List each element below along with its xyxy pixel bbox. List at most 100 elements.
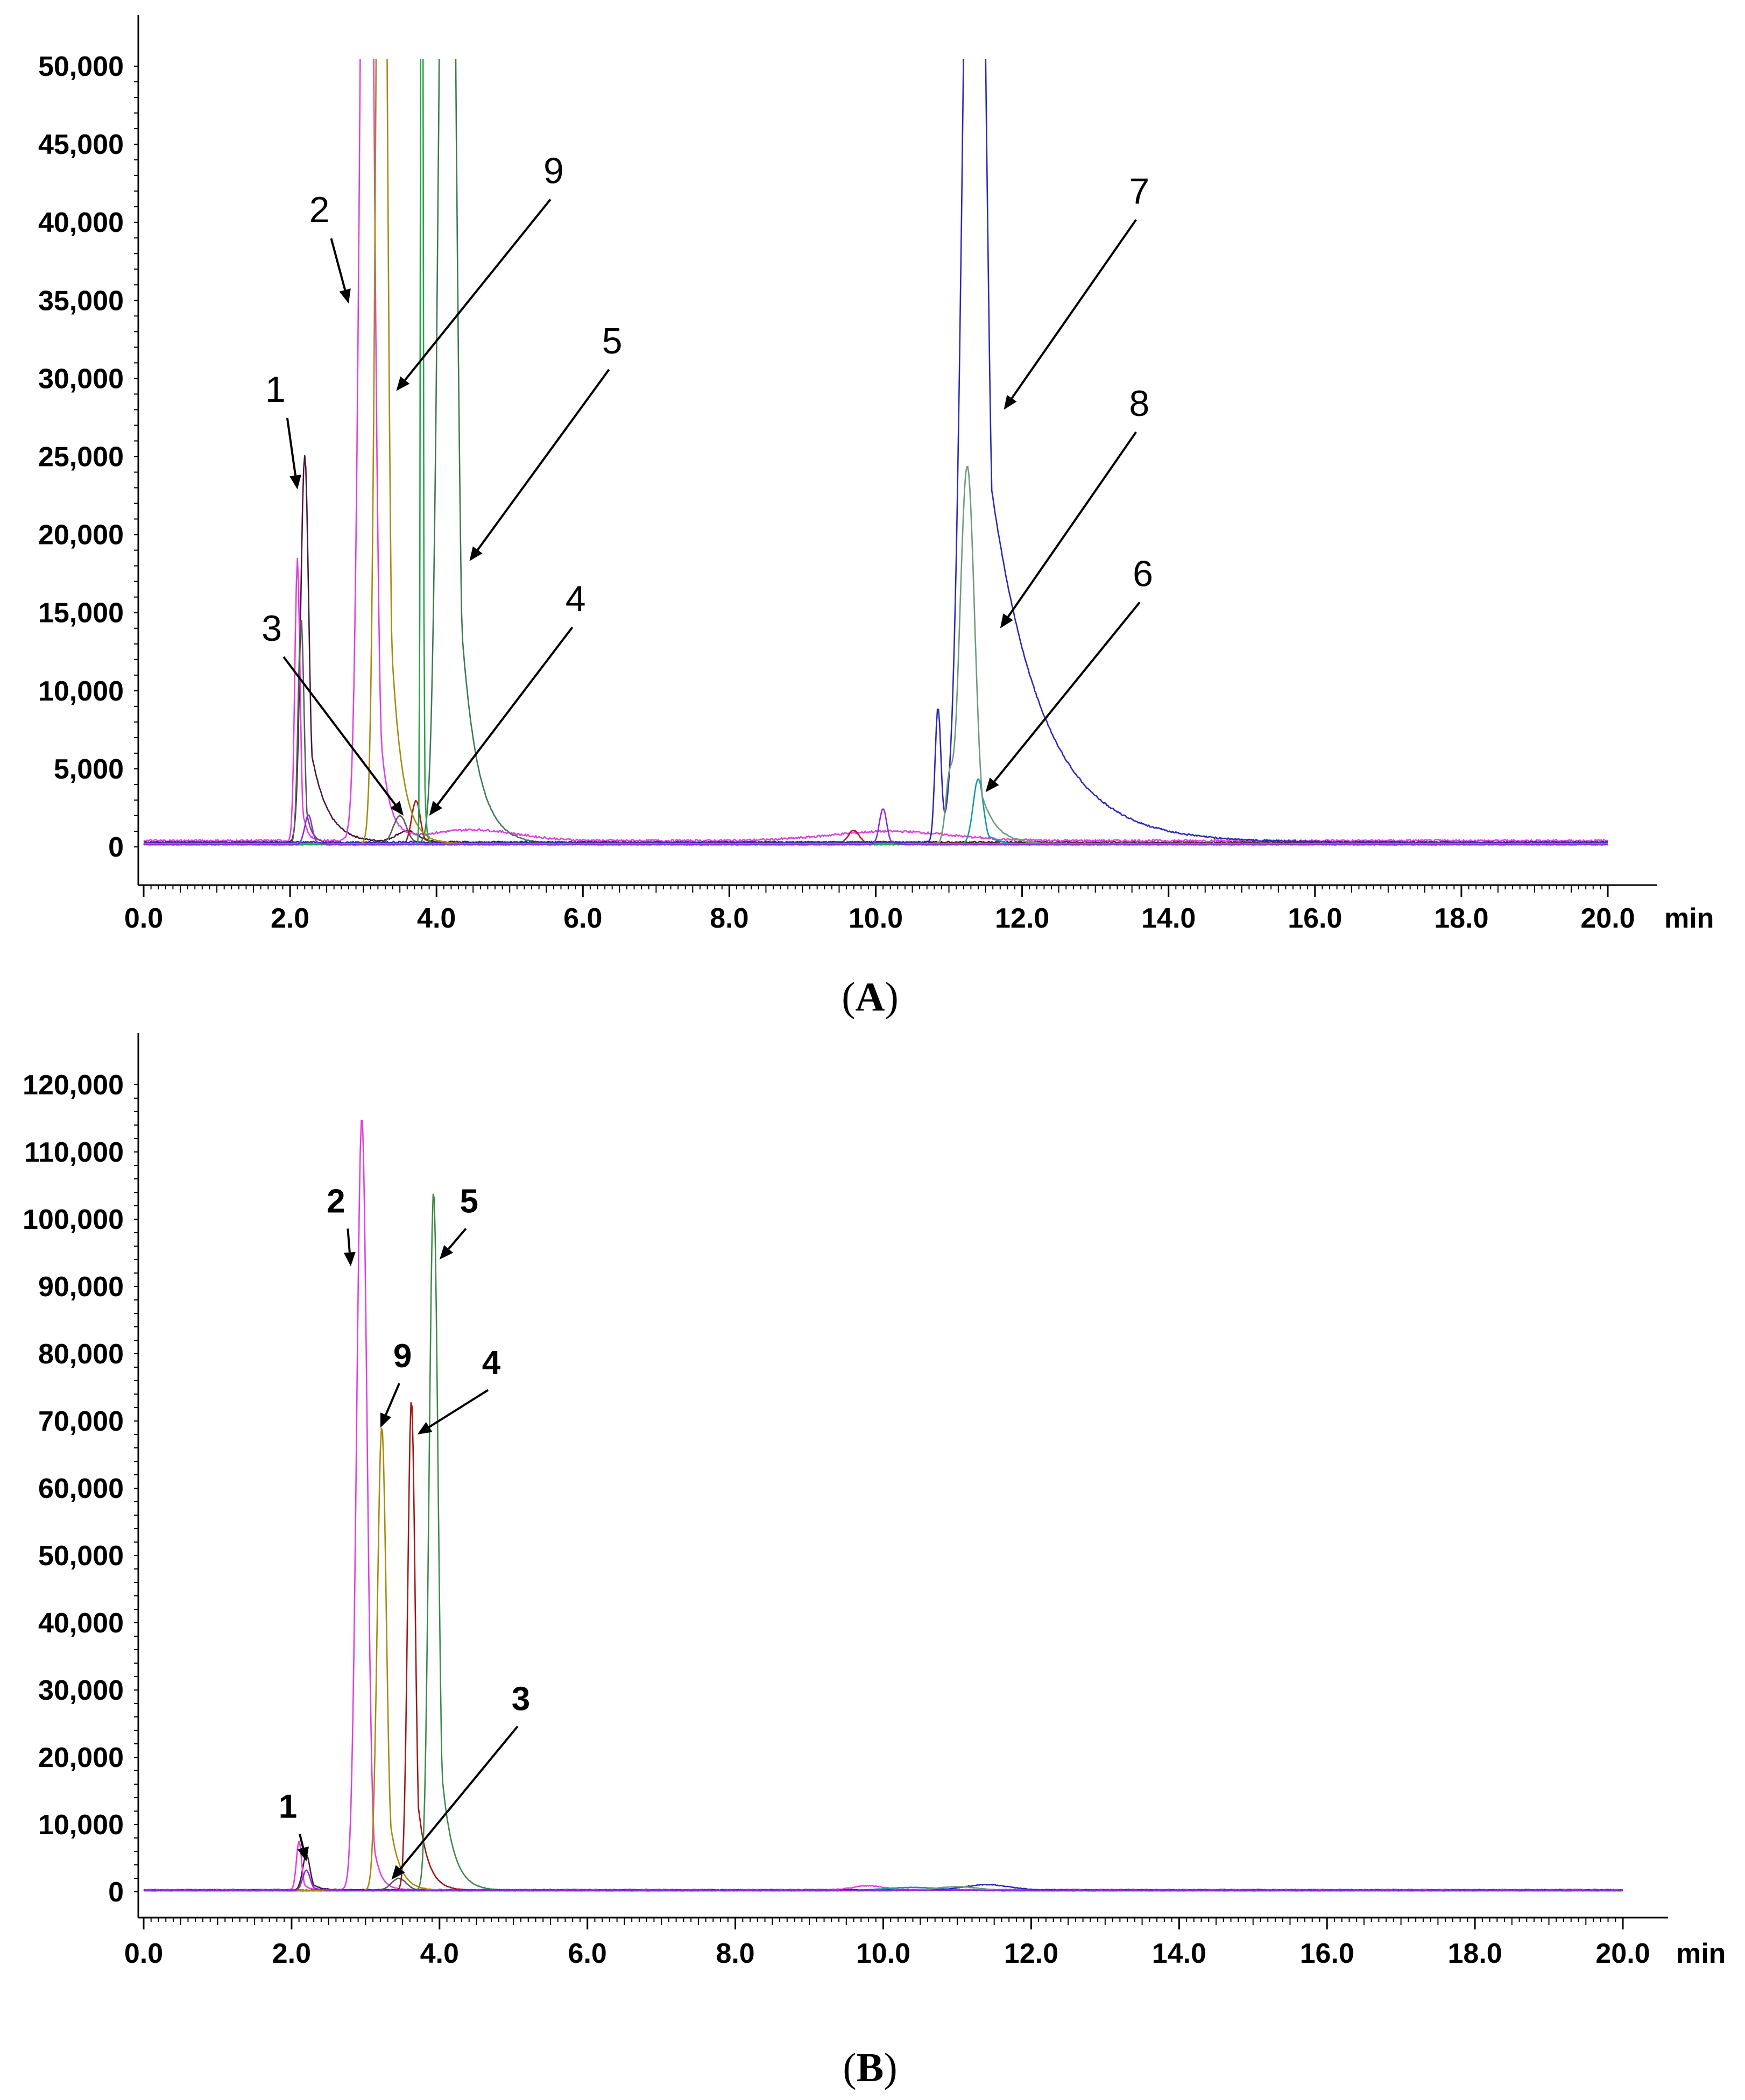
panel-a-chart: 0.0 2.0 4.0 6.0 8.0 10.0 12.0 14.0 16.0 18.0 20.0 m… [38, 15, 1714, 1020]
annotation-label-7: 7 [1129, 171, 1149, 211]
series-7-trace [143, 59, 1609, 844]
annotation-label-4: 4 [566, 578, 586, 619]
x-tick-label: 4.0 [417, 903, 456, 934]
y-tick-label: 45,000 [38, 129, 124, 160]
x-unit-label: min [1676, 1938, 1726, 1969]
annotation-label-4: 4 [482, 1345, 501, 1382]
annotation-arrow-1 [299, 1834, 305, 1848]
annotation-arrow-4 [428, 1389, 489, 1428]
y-tick-label: 20,000 [38, 1742, 124, 1773]
y-tick-label: 15,000 [38, 598, 124, 629]
annotation-arrowhead-9 [380, 1412, 392, 1428]
annotation-label-3: 3 [262, 608, 282, 649]
annotation-arrow-2 [330, 238, 347, 291]
y-tick-label: 90,000 [38, 1271, 124, 1303]
annotation-arrowhead-9 [396, 376, 410, 391]
y-tick-label: 10,000 [38, 676, 124, 707]
annotation-label-1: 1 [279, 1788, 297, 1826]
y-tick-label: 70,000 [38, 1406, 124, 1437]
annotation-label-8: 8 [1129, 383, 1149, 424]
y-tick-label: 30,000 [38, 1675, 124, 1706]
annotation-arrowhead-3 [390, 801, 404, 816]
x-tick-label: 0.0 [124, 1938, 163, 1969]
x-tick-label: 0.0 [124, 903, 163, 934]
y-tick-label: 60,000 [38, 1473, 124, 1504]
y-tick-label: 110,000 [24, 1137, 124, 1168]
annotation-arrowhead-5 [469, 546, 483, 561]
y-tick-label: 25,000 [38, 442, 124, 473]
annotation-arrowhead-1 [297, 1846, 309, 1862]
x-tick-label: 20.0 [1580, 903, 1635, 934]
x-tick-label: 8.0 [710, 903, 748, 934]
annotation-arrowhead-4 [429, 801, 443, 816]
annotation-arrow-2 [347, 1228, 351, 1253]
y-tick-label: 80,000 [38, 1339, 124, 1370]
annotation-arrowhead-4 [417, 1422, 433, 1434]
y-tick-label: 40,000 [38, 207, 124, 238]
annotation-arrow-6 [993, 602, 1141, 782]
annotation-arrowhead-2 [339, 288, 351, 304]
x-tick-label: 14.0 [1141, 903, 1196, 934]
x-tick-label: 6.0 [563, 903, 602, 934]
x-tick-label: 10.0 [856, 1938, 910, 1969]
annotation-arrow-8 [1007, 431, 1137, 618]
x-tick-label: 10.0 [849, 903, 903, 934]
annotation-label-6: 6 [1133, 553, 1153, 594]
y-tick-label: 0 [108, 1877, 124, 1908]
x-tick-label: 14.0 [1152, 1938, 1206, 1969]
x-tick-label: 2.0 [272, 1938, 311, 1969]
annotation-arrow-5 [448, 1228, 467, 1250]
annotation-label-9: 9 [543, 151, 564, 192]
x-tick-label: 12.0 [995, 903, 1049, 934]
y-tick-label: 20,000 [38, 520, 124, 551]
y-tick-label: 10,000 [38, 1809, 124, 1841]
y-tick-label: 5,000 [54, 754, 124, 785]
annotation-label-3: 3 [512, 1681, 530, 1718]
y-tick-label: 120,000 [23, 1070, 124, 1101]
x-unit-label: min [1664, 903, 1714, 934]
x-tick-label: 18.0 [1434, 903, 1488, 934]
x-tick-label: 4.0 [420, 1938, 459, 1969]
y-tick-label: 35,000 [38, 285, 124, 316]
x-tick-label: 20.0 [1595, 1938, 1650, 1969]
y-tick-label: 30,000 [38, 363, 124, 394]
annotation-arrow-3 [282, 656, 396, 805]
annotation-label-9: 9 [393, 1338, 412, 1375]
x-tick-label: 16.0 [1288, 903, 1342, 934]
annotation-label-5: 5 [460, 1183, 478, 1220]
series-aux-violet-trace [143, 1869, 1623, 1892]
x-tick-label: 8.0 [716, 1938, 754, 1969]
annotation-arrow-1 [286, 418, 297, 476]
y-tick-label: 50,000 [38, 1540, 124, 1572]
annotation-label-5: 5 [602, 321, 623, 362]
annotation-label-2: 2 [327, 1183, 345, 1220]
x-tick-label: 16.0 [1300, 1938, 1354, 1969]
annotation-arrowhead-2 [343, 1251, 356, 1267]
annotation-label-1: 1 [265, 369, 286, 410]
annotation-label-2: 2 [309, 189, 330, 230]
y-tick-label: 100,000 [23, 1204, 124, 1235]
annotation-arrow-4 [436, 626, 574, 805]
annotation-arrowhead-7 [1004, 394, 1017, 410]
y-tick-label: 40,000 [38, 1608, 124, 1639]
traces-group [143, 1119, 1623, 1892]
y-tick-label: 50,000 [38, 51, 124, 82]
annotation-arrowhead-8 [1000, 613, 1013, 628]
x-tick-label: 12.0 [1004, 1938, 1058, 1969]
y-tick-label: 0 [108, 832, 124, 863]
annotation-arrow-5 [477, 369, 610, 551]
x-tick-label: 6.0 [568, 1938, 607, 1969]
series-aux-violet-trace [143, 808, 1608, 846]
annotation-arrow-3 [399, 1726, 519, 1870]
annotation-arrowhead-3 [391, 1865, 405, 1880]
x-tick-label: 2.0 [271, 903, 309, 934]
panel-b-chart: 0.0 2.0 4.0 6.0 8.0 10.0 12.0 14.0 16.0 18.0 20.0 m… [23, 1033, 1726, 2090]
panel-label-b: (B) [843, 2045, 897, 2090]
annotation-arrow-7 [1011, 219, 1137, 399]
traces-group [143, 59, 1609, 846]
annotation-arrow-9 [404, 199, 552, 381]
annotation-arrow-9 [385, 1383, 400, 1416]
panel-label-a: (A) [842, 974, 899, 1020]
